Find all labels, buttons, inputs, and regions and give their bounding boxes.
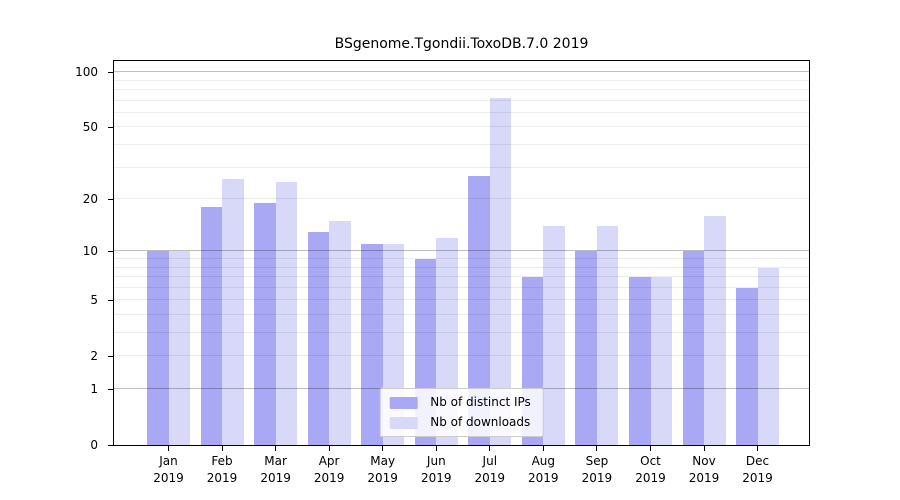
gridline-5 <box>114 299 809 301</box>
x-axis: Jan 2019 Feb 2019 Mar 2019 Apr 2019 May 2019 Jun 20… <box>113 446 810 500</box>
bar-downloads-Feb-2019 <box>222 178 244 445</box>
x-tick-mark-Oct-2019 <box>650 446 651 451</box>
x-tick-mark-Aug-2019 <box>542 446 544 451</box>
y-tick-mark-100 <box>108 72 113 74</box>
gridline-60 <box>114 111 809 113</box>
bar-distinct-ips-Nov-2019 <box>682 251 704 445</box>
bar-downloads-Oct-2019 <box>650 277 672 445</box>
x-tick-mark-Jul-2019 <box>489 446 491 451</box>
gridline-8 <box>114 266 809 268</box>
gridline-70 <box>114 99 809 101</box>
bar-downloads-Apr-2019 <box>329 221 351 445</box>
x-tick-mark-Mar-2019 <box>275 446 277 451</box>
gridline-90 <box>114 79 809 81</box>
x-tick-label-Nov-2019: Nov 2019 <box>688 454 720 485</box>
bar-distinct-ips-Dec-2019 <box>736 287 758 445</box>
gridline-50 <box>114 126 809 128</box>
bar-distinct-ips-Sep-2019 <box>575 251 597 445</box>
x-tick-mark-Jun-2019 <box>435 446 437 451</box>
x-tick-mark-May-2019 <box>382 446 384 451</box>
y-tick-mark-5 <box>108 300 113 302</box>
x-tick-mark-Dec-2019 <box>757 446 758 451</box>
bar-distinct-ips-Jan-2019 <box>147 251 169 445</box>
bar-downloads-Sep-2019 <box>596 226 619 445</box>
y-tick-mark-10 <box>108 251 113 253</box>
x-tick-label-Sep-2019: Sep 2019 <box>581 454 613 485</box>
y-axis: 0 1 2 5 10 20 50 100 <box>0 61 113 452</box>
x-tick-mark-Jan-2019 <box>168 446 169 451</box>
y-tick-label-100: 100 <box>75 65 98 80</box>
gridline-3 <box>114 332 809 333</box>
gridline-40 <box>114 144 809 145</box>
y-tick-mark-20 <box>108 199 113 201</box>
x-tick-mark-Feb-2019 <box>221 446 223 451</box>
x-tick-mark-Nov-2019 <box>703 446 705 451</box>
gridline-80 <box>114 89 809 90</box>
gridline-2 <box>114 355 809 357</box>
legend: Nb of distinct IPs Nb of downloads <box>379 388 544 437</box>
x-tick-label-Jan-2019: Jan 2019 <box>153 454 184 485</box>
gridline-7 <box>114 276 809 277</box>
x-tick-label-Jul-2019: Jul 2019 <box>474 454 506 485</box>
x-tick-label-Aug-2019: Aug 2019 <box>528 454 559 485</box>
y-tick-label-2: 2 <box>90 349 98 364</box>
plot-area: Nb of distinct IPs Nb of downloads <box>113 60 810 446</box>
gridline-30 <box>114 166 809 168</box>
y-tick-mark-2 <box>108 356 113 358</box>
bar-distinct-ips-Mar-2019 <box>254 203 276 445</box>
bar-downloads-Mar-2019 <box>275 181 298 445</box>
legend-label-downloads: Nb of downloads <box>430 415 531 429</box>
gridline-10 <box>114 250 809 252</box>
legend-swatch-downloads <box>389 416 418 429</box>
chart-title: BSgenome.Tgondii.ToxoDB.7.0 2019 <box>334 36 589 52</box>
bar-distinct-ips-Apr-2019 <box>307 231 330 445</box>
x-tick-label-Dec-2019: Dec 2019 <box>742 454 773 485</box>
x-tick-label-Feb-2019: Feb 2019 <box>206 454 238 485</box>
legend-item-downloads: Nb of downloads <box>389 415 531 430</box>
bar-downloads-Nov-2019 <box>704 216 726 445</box>
legend-label-distinct-ips: Nb of distinct IPs <box>430 395 531 409</box>
y-tick-label-0: 0 <box>90 438 98 452</box>
bar-distinct-ips-May-2019 <box>361 244 383 445</box>
x-tick-mark-Apr-2019 <box>328 446 330 451</box>
gridline-100 <box>114 71 809 73</box>
y-tick-label-1: 1 <box>90 382 98 396</box>
bar-downloads-Jul-2019 <box>489 98 512 445</box>
y-tick-label-5: 5 <box>90 293 98 308</box>
x-tick-label-May-2019: May 2019 <box>367 454 398 485</box>
bar-distinct-ips-Oct-2019 <box>629 277 651 445</box>
gridline-20 <box>114 198 809 200</box>
legend-item-distinct-ips: Nb of distinct IPs <box>389 395 531 410</box>
gridline-4 <box>114 314 809 315</box>
y-tick-mark-50 <box>108 127 113 129</box>
y-tick-mark-0 <box>108 445 113 446</box>
bar-downloads-Aug-2019 <box>543 226 565 445</box>
x-tick-label-Jun-2019: Jun 2019 <box>421 454 452 485</box>
bar-distinct-ips-Jul-2019 <box>468 175 490 445</box>
bar-downloads-Dec-2019 <box>757 267 779 445</box>
y-tick-mark-1 <box>108 389 113 390</box>
x-tick-label-Apr-2019: Apr 2019 <box>313 454 345 485</box>
gridline-6 <box>114 286 809 288</box>
x-tick-label-Oct-2019: Oct 2019 <box>635 454 666 485</box>
bar-distinct-ips-Feb-2019 <box>200 207 222 445</box>
y-tick-label-50: 50 <box>82 120 98 135</box>
x-tick-mark-Sep-2019 <box>596 446 598 451</box>
x-tick-label-Mar-2019: Mar 2019 <box>260 454 291 485</box>
y-tick-label-10: 10 <box>82 244 98 259</box>
y-tick-label-20: 20 <box>82 192 98 207</box>
gridline-9 <box>114 258 809 259</box>
legend-swatch-distinct-ips <box>389 396 418 409</box>
bar-downloads-Jan-2019 <box>168 251 190 445</box>
